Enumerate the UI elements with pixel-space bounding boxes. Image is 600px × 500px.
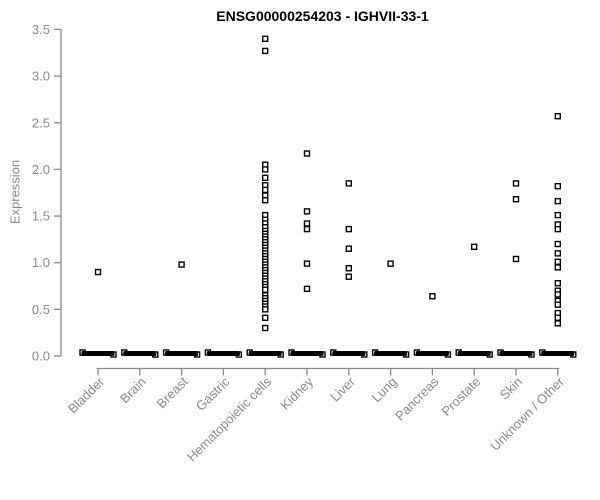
zero-dash bbox=[499, 351, 533, 356]
y-tick-label: 3.5 bbox=[32, 22, 50, 37]
data-point bbox=[554, 250, 561, 257]
x-tick-label: Bladder bbox=[65, 374, 108, 417]
data-point bbox=[554, 291, 561, 298]
y-axis: 0.0 0.5 1.0 1.5 2.0 2.5 3.0 3.5 bbox=[32, 22, 62, 364]
data-point bbox=[512, 196, 520, 203]
data-point bbox=[345, 245, 352, 252]
data-point bbox=[262, 47, 269, 55]
data-point bbox=[178, 261, 185, 268]
x-tick-label: Kidney bbox=[277, 374, 316, 413]
data-point bbox=[554, 258, 561, 265]
data-point bbox=[303, 150, 311, 157]
x-tick-label: Skin bbox=[497, 374, 525, 402]
zero-dash bbox=[332, 351, 366, 356]
data-point bbox=[94, 268, 102, 276]
x-tick-label: Gastric bbox=[193, 374, 233, 414]
y-tick-label: 2.0 bbox=[32, 162, 50, 177]
x-tick-label: Liver bbox=[327, 374, 358, 405]
data-point bbox=[262, 306, 269, 313]
y-tick-label: 0.5 bbox=[32, 302, 50, 317]
x-tick-label: Lung bbox=[369, 374, 400, 405]
zero-dash bbox=[81, 351, 115, 356]
y-tick-label: 2.5 bbox=[32, 115, 50, 130]
zero-dash bbox=[457, 351, 491, 356]
data-point bbox=[303, 285, 311, 293]
x-tick-label: Prostate bbox=[438, 374, 483, 419]
data-point bbox=[262, 196, 269, 204]
data-point bbox=[262, 166, 269, 173]
data-point bbox=[554, 182, 561, 190]
zero-dash bbox=[123, 351, 157, 356]
data-point bbox=[554, 211, 561, 219]
data-point bbox=[303, 260, 311, 267]
data-point bbox=[554, 280, 561, 287]
data-point bbox=[554, 197, 561, 205]
data-point bbox=[345, 273, 352, 280]
data-point bbox=[262, 186, 269, 194]
data-point bbox=[262, 286, 269, 293]
y-tick-label: 1.5 bbox=[32, 209, 50, 224]
data-point bbox=[303, 220, 311, 227]
data-point bbox=[512, 180, 520, 187]
data-point bbox=[345, 225, 352, 233]
x-tick-label: Breast bbox=[154, 374, 191, 411]
data-point bbox=[303, 225, 311, 233]
data-point bbox=[262, 324, 269, 332]
zero-dash bbox=[290, 351, 324, 356]
x-tick-label: Brain bbox=[117, 374, 149, 406]
data-point bbox=[554, 225, 561, 233]
data-point bbox=[262, 35, 269, 42]
zero-dashes bbox=[79, 349, 577, 358]
zero-dash bbox=[415, 351, 449, 356]
data-point bbox=[345, 180, 352, 187]
chart-title: ENSG00000254203 - IGHVII-33-1 bbox=[216, 8, 429, 24]
data-point bbox=[262, 314, 269, 321]
x-tick-label: Unknown / Other bbox=[487, 374, 567, 454]
data-point bbox=[303, 208, 311, 215]
data-point bbox=[554, 240, 561, 248]
y-tick-label: 1.0 bbox=[32, 255, 50, 270]
zero-dash bbox=[206, 351, 240, 356]
data-point bbox=[387, 260, 394, 267]
data-point bbox=[554, 320, 561, 327]
data-point bbox=[429, 293, 436, 300]
zero-dash bbox=[165, 351, 199, 356]
data-point bbox=[554, 301, 561, 308]
x-tick-label: Pancreas bbox=[392, 374, 442, 424]
zero-dash bbox=[248, 351, 282, 356]
data-point bbox=[554, 314, 561, 321]
data-point bbox=[554, 264, 561, 271]
zero-dash bbox=[374, 351, 408, 356]
data-points bbox=[94, 35, 561, 332]
y-tick-label: 0.0 bbox=[32, 349, 50, 364]
data-point bbox=[554, 113, 561, 120]
data-point bbox=[345, 265, 352, 272]
y-tick-label: 3.0 bbox=[32, 69, 50, 84]
data-point bbox=[471, 243, 478, 251]
data-point bbox=[262, 174, 269, 181]
data-point bbox=[512, 255, 520, 263]
zero-dash bbox=[541, 351, 575, 356]
